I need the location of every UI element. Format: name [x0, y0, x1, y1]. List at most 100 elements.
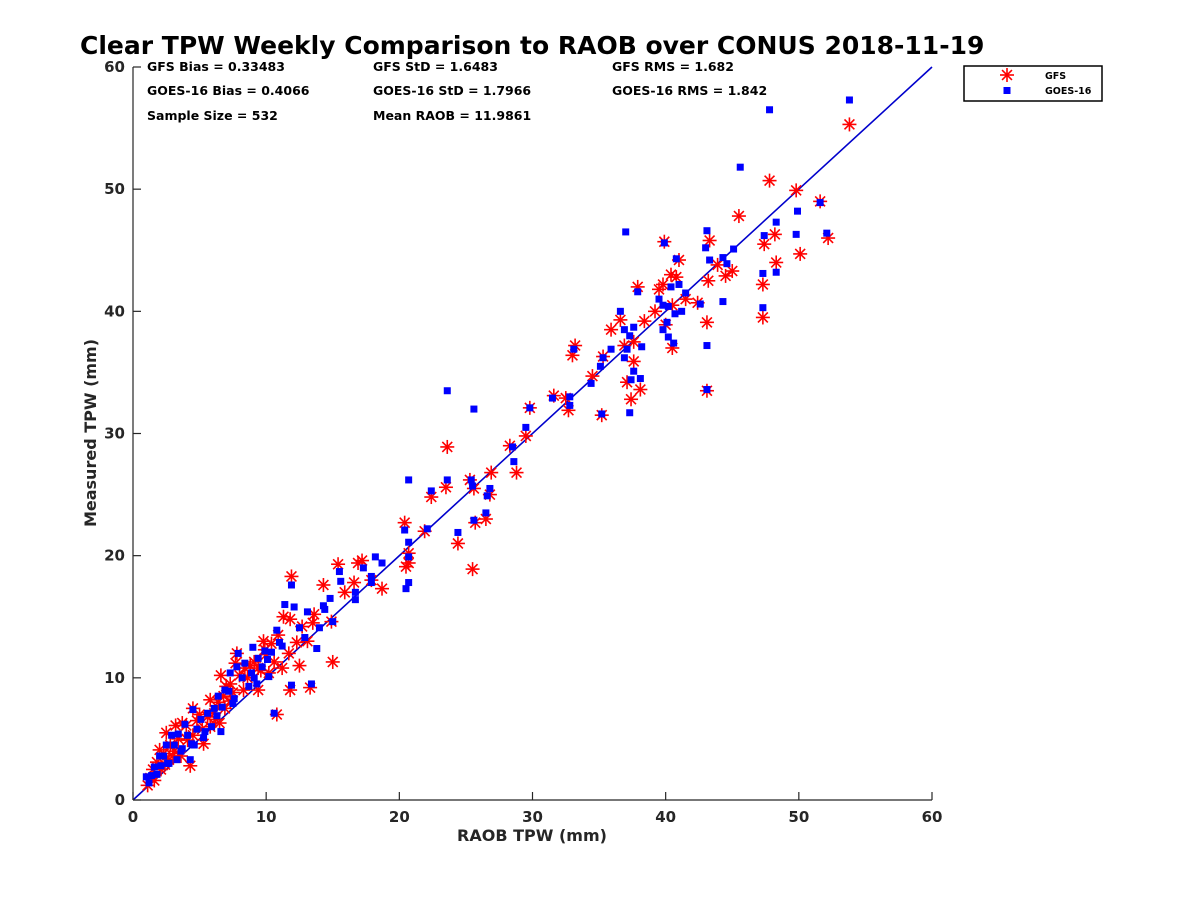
goes16-point: [313, 645, 321, 653]
gfs-point: [613, 312, 628, 327]
goes16-point: [794, 207, 802, 215]
goes16-point: [326, 594, 334, 602]
gfs-point: [292, 658, 307, 673]
goes16-point: [258, 663, 266, 671]
goes16-point: [189, 706, 197, 714]
goes16-point: [173, 756, 181, 764]
goes16-point: [469, 482, 477, 490]
gfs-point: [256, 634, 271, 649]
goes16-point: [620, 326, 628, 334]
goes16-point: [630, 323, 638, 331]
goes16-point: [792, 230, 800, 238]
x-tick-label: 60: [922, 808, 943, 826]
gfs-point: [203, 692, 218, 707]
goes16-point: [719, 298, 727, 306]
goes16-point: [427, 487, 435, 495]
goes16-point: [234, 649, 242, 657]
goes16-point: [208, 723, 216, 731]
gfs-point: [281, 646, 296, 661]
goes16-point: [263, 656, 271, 664]
goes16-point: [736, 163, 744, 171]
goes16-point: [760, 232, 768, 240]
x-tick-label: 10: [256, 808, 277, 826]
goes16-point: [245, 682, 253, 690]
goes16-point: [162, 741, 170, 749]
gfs-point: [755, 310, 770, 325]
goes16-point: [622, 228, 630, 236]
goes16-point: [238, 674, 246, 682]
goes16-point: [823, 229, 831, 237]
goes16-point: [664, 333, 672, 341]
goes16-point: [405, 538, 413, 546]
x-tick-label: 50: [788, 808, 809, 826]
goes16-point: [719, 254, 727, 262]
goes16-point: [329, 618, 337, 626]
goes16-point: [405, 553, 413, 561]
goes16-point: [470, 516, 478, 524]
legend-goes16-label: GOES-16: [1045, 86, 1092, 97]
goes16-point: [620, 354, 628, 362]
gfs-point: [325, 654, 340, 669]
goes16-point: [201, 728, 209, 736]
gfs-point: [757, 237, 772, 252]
y-tick-label: 10: [104, 669, 125, 687]
goes16-point: [233, 663, 241, 671]
goes16-rms-stat: GOES-16 RMS = 1.842: [612, 83, 767, 98]
gfs-point: [484, 465, 499, 480]
goes16-point: [157, 762, 165, 770]
goes16-point: [371, 553, 379, 561]
gfs-point: [165, 749, 180, 764]
goes16-point: [664, 302, 672, 310]
x-axis-label: RAOB TPW (mm): [457, 826, 607, 845]
goes16-point: [278, 642, 286, 650]
goes16-point: [526, 404, 534, 412]
goes16-point: [667, 283, 675, 291]
goes16-point: [295, 624, 303, 632]
goes16-point: [675, 280, 683, 288]
goes16-point: [337, 577, 345, 585]
goes16-point: [248, 669, 256, 677]
legend-gfs-label: GFS: [1045, 71, 1066, 82]
goes16-point: [672, 255, 680, 263]
goes16-point: [766, 106, 774, 114]
goes16-point: [623, 345, 631, 353]
goes16-point: [678, 307, 686, 315]
y-tick-label: 50: [104, 180, 125, 198]
y-axis-label: Measured TPW (mm): [81, 339, 100, 527]
goes16-point: [261, 647, 269, 655]
goes16-point: [150, 763, 158, 771]
goes16-point: [160, 752, 168, 760]
goes16-point: [630, 367, 638, 375]
goes16-point: [470, 405, 478, 413]
goes16-point: [335, 568, 343, 576]
goes16-point: [659, 326, 667, 334]
x-tick-label: 20: [389, 808, 410, 826]
x-tick-label: 0: [128, 808, 138, 826]
goes16-point: [181, 720, 189, 728]
gfs-point: [633, 382, 648, 397]
goes16-point: [153, 770, 161, 778]
gfs-point: [842, 117, 857, 132]
gfs-point: [762, 173, 777, 188]
goes16-point: [156, 752, 164, 760]
gfs-point: [168, 718, 183, 733]
goes16-point: [254, 654, 262, 662]
gfs-point: [351, 555, 366, 570]
y-tick-label: 0: [115, 791, 125, 809]
goes16-point: [321, 605, 329, 613]
x-tick-label: 40: [655, 808, 676, 826]
goes16-point: [213, 712, 221, 720]
goes16-point: [570, 345, 578, 353]
gfs-point: [731, 209, 746, 224]
goes16-point: [596, 362, 604, 370]
goes16-point: [301, 634, 309, 642]
goes16-point: [626, 332, 634, 340]
gfs-bias-stat: GFS Bias = 0.33483: [147, 59, 285, 74]
goes16-point: [214, 692, 222, 700]
goes16-point: [482, 509, 490, 517]
goes16-point: [443, 387, 451, 395]
gfs-point: [276, 609, 291, 624]
goes16-point: [402, 585, 410, 593]
gfs-point: [710, 257, 725, 272]
y-tick-label: 30: [104, 425, 125, 443]
